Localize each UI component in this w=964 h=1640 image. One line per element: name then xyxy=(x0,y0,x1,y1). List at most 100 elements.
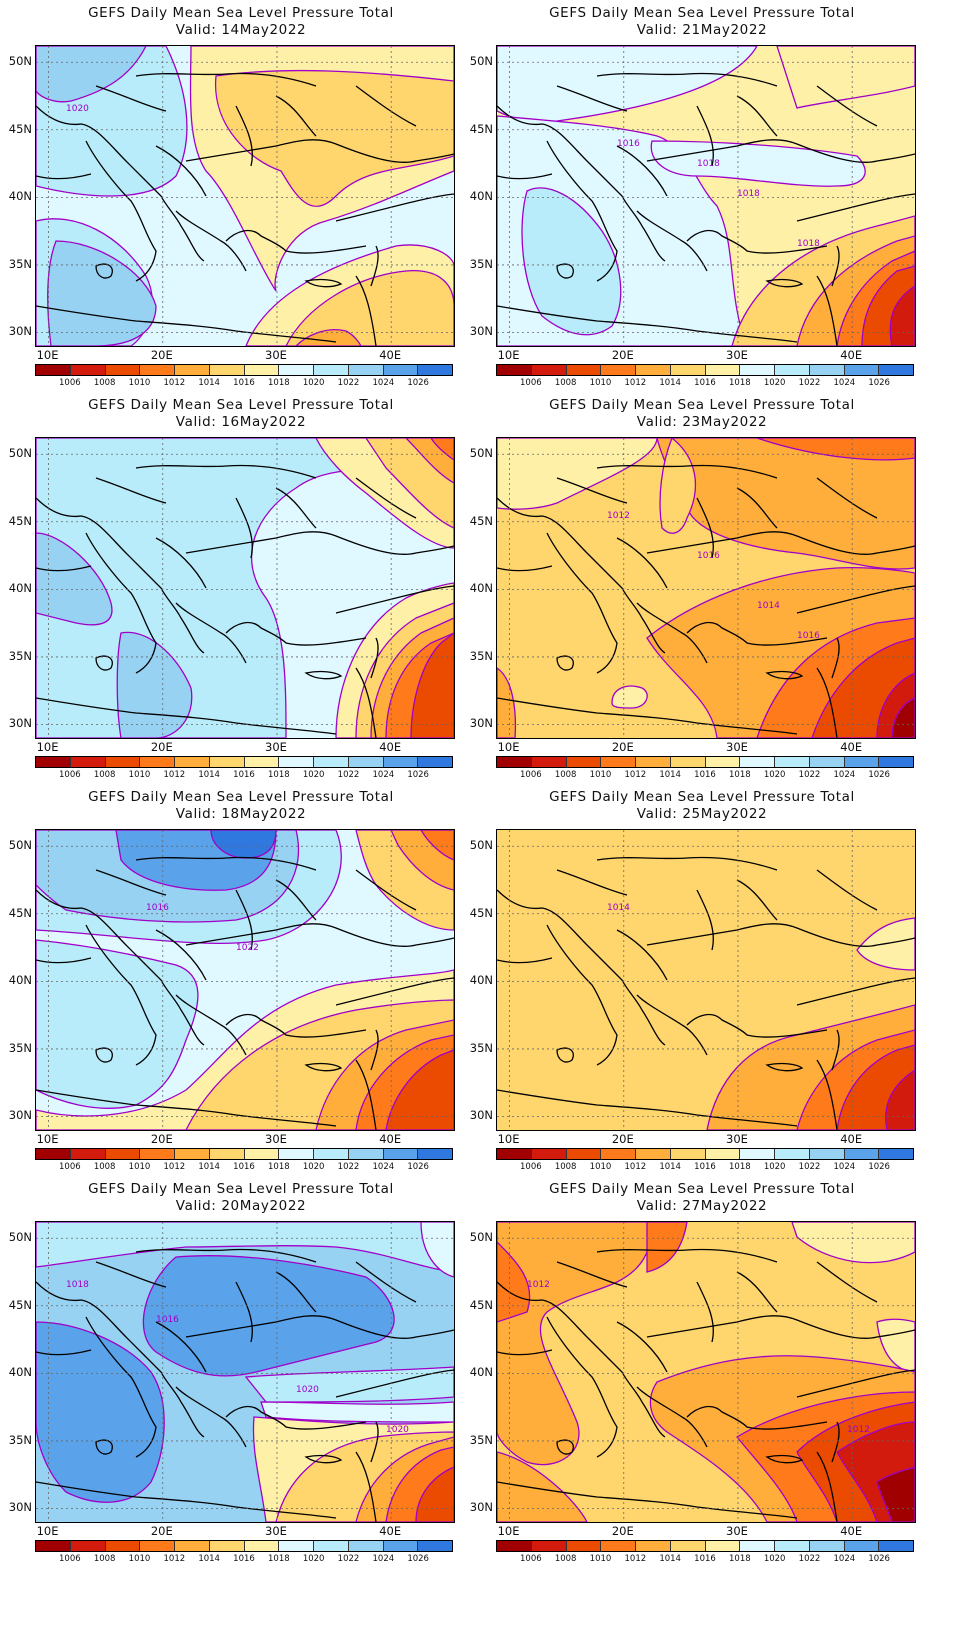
coastline xyxy=(831,637,840,679)
isobar-label: 1022 xyxy=(236,943,259,953)
coastline xyxy=(546,532,618,674)
pressure-map: 1014 xyxy=(496,829,916,1131)
isobar-region xyxy=(430,438,454,461)
coastline xyxy=(175,602,247,664)
coastline xyxy=(335,977,454,1006)
colorbar-swatch xyxy=(705,365,741,375)
colorbar-label: 1014 xyxy=(198,1162,220,1172)
colorbar-swatch xyxy=(209,1149,245,1159)
colorbar-swatch xyxy=(566,757,602,767)
coastline xyxy=(370,1029,379,1071)
colorbar-swatch xyxy=(531,365,567,375)
colorbar-swatch xyxy=(531,757,567,767)
pressure-map: 1022 1016 xyxy=(35,829,455,1131)
coastline xyxy=(135,72,317,87)
colorbar-swatch xyxy=(879,1541,913,1551)
colorbar-swatch xyxy=(418,1149,452,1159)
colorbar-label: 1016 xyxy=(694,378,716,388)
colorbar-label: 1024 xyxy=(833,1162,856,1172)
colorbar-swatch xyxy=(497,365,532,375)
longitude-label: 30E xyxy=(265,348,287,362)
longitude-label: 20E xyxy=(150,1132,173,1146)
colorbar-label: 1024 xyxy=(833,1554,856,1564)
coastline xyxy=(155,537,207,589)
colorbar-label: 1026 xyxy=(407,770,429,780)
colorbar-label: 1022 xyxy=(798,1162,821,1172)
isobar-region xyxy=(611,685,648,709)
colorbar-swatch xyxy=(601,757,636,767)
map-panel: GEFS Daily Mean Sea Level Pressure Total… xyxy=(0,0,482,410)
longitude-label: 10E xyxy=(36,1524,59,1538)
panel-title: GEFS Daily Mean Sea Level Pressure Total xyxy=(88,397,394,413)
colorbar-swatch xyxy=(601,1541,636,1551)
coastline xyxy=(696,105,714,167)
coastline xyxy=(95,869,167,896)
isobar-label: 1018 xyxy=(797,239,820,249)
colorbar-label: 1026 xyxy=(407,1162,429,1172)
colorbar-swatch xyxy=(105,1149,141,1159)
colorbar-swatch xyxy=(879,757,913,767)
coastline xyxy=(646,139,915,163)
longitude-label: 30E xyxy=(265,1524,287,1538)
colorbar-swatch xyxy=(705,1541,741,1551)
colorbar-label: 1022 xyxy=(337,770,360,780)
coastline xyxy=(175,1386,247,1448)
coastline xyxy=(816,1059,838,1130)
coastline xyxy=(370,245,379,287)
colorbar-swatch xyxy=(105,1541,141,1551)
coastline xyxy=(497,497,666,654)
colorbar-label: 1016 xyxy=(694,1554,716,1564)
colorbar-label: 1018 xyxy=(729,1162,751,1172)
colorbar-swatch xyxy=(140,365,175,375)
coastline xyxy=(36,1481,337,1519)
isobar-region xyxy=(116,631,193,738)
isobar-region xyxy=(756,438,915,461)
coastline xyxy=(556,85,628,112)
coastline xyxy=(275,879,317,921)
colorbar-label: 1014 xyxy=(198,378,220,388)
colorbar-swatch xyxy=(844,1149,880,1159)
colorbar-label: 1020 xyxy=(763,378,786,388)
colorbar-label: 1012 xyxy=(624,1162,647,1172)
colorbar-swatch xyxy=(879,365,913,375)
colorbar-swatch xyxy=(497,757,532,767)
coastline xyxy=(497,1089,798,1127)
coastline xyxy=(765,670,804,680)
isobar-label: 1012 xyxy=(607,511,630,521)
colorbar-label: 1026 xyxy=(407,1554,429,1564)
colorbar-label: 1018 xyxy=(268,1162,290,1172)
coastline xyxy=(36,1281,205,1438)
map-panel: GEFS Daily Mean Sea Level Pressure Total… xyxy=(0,392,482,802)
longitude-label: 40E xyxy=(379,1132,402,1146)
coastline xyxy=(95,1047,113,1063)
isobar-region xyxy=(497,1241,531,1323)
colorbar-swatch xyxy=(383,1541,419,1551)
colorbar-swatch xyxy=(809,365,845,375)
colorbar-swatch xyxy=(636,1541,671,1551)
latitude-label: 40N xyxy=(8,189,32,204)
panel-valid-date: Valid: 25May2022 xyxy=(636,806,768,822)
colorbar-label: 1020 xyxy=(763,770,786,780)
longitude-label: 10E xyxy=(497,740,520,754)
colorbar-label: 1024 xyxy=(372,770,395,780)
coastline xyxy=(796,1369,915,1398)
panel-valid-date: Valid: 21May2022 xyxy=(636,22,768,38)
longitude-label: 20E xyxy=(611,1524,634,1538)
colorbar xyxy=(496,364,914,376)
longitude-label: 10E xyxy=(36,740,59,754)
coastline xyxy=(497,1349,553,1356)
coastline xyxy=(275,95,317,137)
coastline xyxy=(796,193,915,222)
longitude-label: 40E xyxy=(840,740,863,754)
colorbar-label: 1018 xyxy=(268,1554,290,1564)
latitude-label: 45N xyxy=(469,1297,493,1312)
colorbar-swatch xyxy=(209,757,245,767)
coastline xyxy=(85,532,157,674)
colorbar-label: 1010 xyxy=(128,770,151,780)
panel-title: GEFS Daily Mean Sea Level Pressure Total xyxy=(88,789,394,805)
panel-title: GEFS Daily Mean Sea Level Pressure Total xyxy=(549,1181,855,1197)
colorbar-label: 1026 xyxy=(868,378,890,388)
colorbar-swatch xyxy=(209,365,245,375)
coastline xyxy=(95,1261,167,1288)
panel-valid-date: Valid: 23May2022 xyxy=(636,414,768,430)
